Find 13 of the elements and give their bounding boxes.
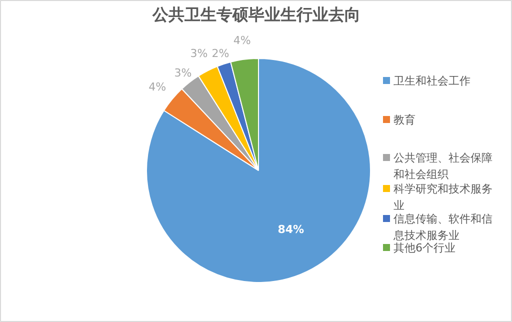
legend-label: 教育 <box>394 114 416 126</box>
data-label: 3% <box>174 66 192 80</box>
legend-label: 其他6个行业 <box>394 242 456 254</box>
chart-title: 公共卫生专硕毕业生行业去向 <box>152 5 360 24</box>
legend-label: 公共管理、社会保障和社会组织 <box>394 152 492 181</box>
legend-label: 信息传输、软件和信息技术服务业 <box>392 212 492 242</box>
data-label: 4% <box>233 34 251 47</box>
legend-label: 科学研究和技术服务业 <box>394 182 492 212</box>
legend-label: 卫生和社会工作 <box>394 74 470 88</box>
data-label: 84% <box>278 222 304 236</box>
data-label: 2% <box>212 46 230 60</box>
data-label: 4% <box>148 80 166 94</box>
data-label: 3% <box>190 47 208 60</box>
